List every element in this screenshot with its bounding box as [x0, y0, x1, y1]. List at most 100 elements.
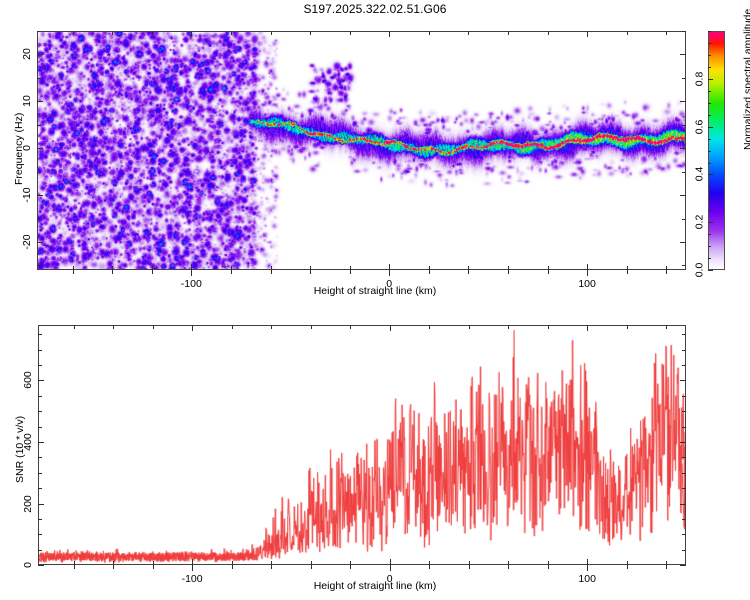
colorbar-tick: [708, 126, 713, 128]
x-tick: [626, 565, 628, 569]
x-tick-top-mirror: [389, 559, 391, 565]
colorbar-tick: [708, 246, 711, 248]
colorbar-tick: [708, 31, 711, 32]
x-tick-top: [271, 325, 273, 329]
x-tick-top: [666, 325, 668, 329]
x-tick-top-mirror: [468, 266, 470, 270]
colorbar-tick: [708, 54, 711, 56]
x-tick-top: [468, 325, 470, 329]
colorbar-tick: [708, 42, 711, 44]
x-tick: [151, 270, 153, 274]
x-tick-label: 0: [386, 278, 393, 290]
x-tick: [587, 565, 589, 571]
x-tick: [507, 270, 509, 274]
x-tick-top: [587, 31, 589, 37]
x-tick-top: [230, 31, 232, 35]
x-tick-top: [350, 325, 352, 329]
x-tick: [468, 565, 470, 569]
x-tick: [192, 565, 194, 571]
x-tick: [230, 270, 232, 274]
snr-y-axis-label: SNR (10 * v/v): [14, 415, 26, 483]
colorbar-tick: [708, 186, 711, 188]
x-tick: [547, 565, 549, 569]
y-tick-right: [682, 534, 686, 536]
x-tick-label: 100: [578, 278, 596, 290]
x-tick-top: [508, 325, 510, 329]
y-tick: [38, 565, 44, 566]
y-tick: [37, 124, 41, 126]
x-tick: [231, 565, 233, 569]
y-tick-right: [680, 54, 686, 56]
spectrogram-y-axis-label: Frequency (Hz): [13, 112, 25, 185]
x-tick: [349, 270, 351, 274]
y-tick: [38, 488, 42, 490]
x-tick-top-mirror: [271, 561, 273, 565]
x-tick-top-mirror: [349, 266, 351, 270]
y-tick: [38, 426, 42, 428]
x-tick-top: [112, 31, 114, 35]
x-tick-top-mirror: [389, 264, 391, 270]
x-tick-top: [666, 31, 668, 35]
y-tick-label: -10: [21, 187, 33, 203]
x-tick-top-mirror: [626, 266, 628, 270]
x-tick-top-mirror: [507, 266, 509, 270]
y-tick-right: [682, 426, 686, 428]
x-tick-top: [428, 31, 430, 35]
x-tick-top: [389, 325, 391, 331]
y-tick-label: -20: [21, 234, 33, 250]
y-tick-label: 20: [21, 48, 33, 61]
x-tick-top-mirror: [191, 264, 193, 270]
x-tick: [152, 565, 154, 569]
colorbar-tick-label: 0.0: [693, 262, 706, 278]
x-tick-top: [152, 325, 154, 329]
x-tick-top: [468, 31, 470, 35]
y-tick: [38, 365, 42, 366]
x-tick: [113, 565, 115, 569]
x-tick: [547, 270, 549, 274]
y-tick: [38, 349, 42, 351]
x-tick-label: -100: [181, 573, 203, 585]
y-tick: [38, 334, 42, 336]
y-tick-right: [680, 380, 686, 382]
snr-canvas: [39, 326, 685, 564]
y-tick-right: [682, 472, 686, 474]
colorbar-tick: [708, 102, 711, 104]
x-tick: [270, 270, 272, 274]
y-tick-right: [682, 549, 686, 551]
x-tick-top-mirror: [270, 266, 272, 270]
y-tick-right: [682, 124, 686, 126]
x-tick-top-mirror: [192, 559, 194, 565]
y-tick-right: [680, 565, 686, 566]
y-tick-right: [682, 411, 686, 413]
x-tick-top-mirror: [508, 561, 510, 565]
x-tick-top: [192, 325, 194, 331]
y-tick: [38, 441, 44, 443]
y-tick-right: [682, 488, 686, 490]
x-tick: [587, 270, 589, 276]
y-tick: [37, 195, 43, 196]
y-tick-right: [680, 441, 686, 443]
x-tick: [191, 270, 193, 276]
y-tick-right: [682, 171, 686, 173]
colorbar-tick-label: 0.6: [693, 119, 706, 134]
colorbar-tick: [708, 258, 711, 260]
colorbar-tick: [708, 66, 711, 68]
x-tick-top-mirror: [112, 266, 114, 270]
x-tick-top: [507, 31, 509, 35]
colorbar-title: Normalized spectral amplitude: [742, 8, 750, 150]
x-tick-top: [231, 325, 233, 329]
x-tick-top: [191, 31, 193, 37]
x-tick: [73, 565, 75, 569]
y-tick-label: 200: [22, 494, 34, 513]
x-tick-label: 0: [386, 573, 393, 585]
y-tick-right: [682, 77, 686, 79]
x-tick-top-mirror: [468, 561, 470, 565]
x-tick-top: [626, 31, 628, 35]
y-tick: [37, 241, 43, 243]
x-tick-top-mirror: [350, 561, 352, 565]
snr-plot-area: [38, 325, 686, 565]
y-tick-right: [680, 148, 686, 150]
x-tick-top-mirror: [666, 561, 668, 565]
x-tick-top-mirror: [152, 561, 154, 565]
y-tick: [37, 54, 43, 56]
